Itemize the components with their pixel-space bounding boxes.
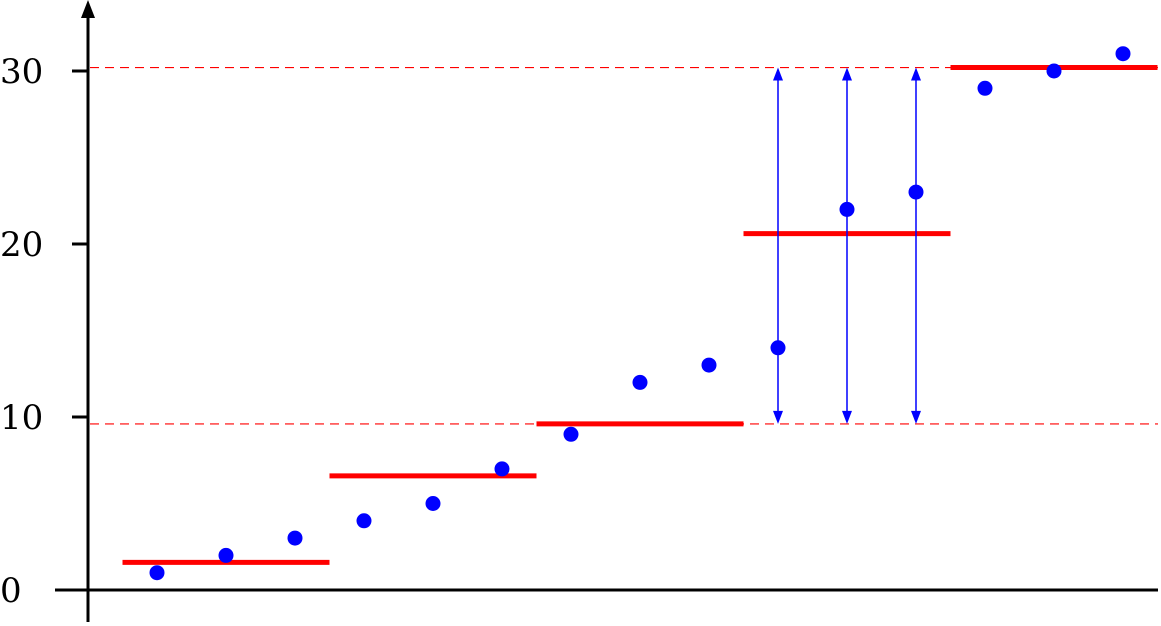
mean-segments (122, 65, 1158, 565)
data-point (494, 461, 510, 477)
data-point (563, 426, 579, 442)
y-tick-label: 10 (0, 398, 43, 438)
reference-lines (90, 66, 1158, 425)
y-tick-label: 20 (0, 225, 43, 265)
double-arrow-icon (773, 67, 783, 424)
data-points (149, 46, 1131, 581)
double-arrow-icon (842, 67, 852, 424)
y-ticks: 0 10 20 30 (0, 52, 88, 611)
axes (55, 0, 1158, 622)
data-point (425, 496, 441, 511)
data-point (1115, 46, 1131, 62)
double-arrow-icon (911, 67, 921, 424)
data-point (632, 374, 648, 390)
data-point (1046, 63, 1062, 79)
data-point (701, 357, 717, 373)
data-point (770, 340, 786, 356)
y-axis-arrow-icon (81, 0, 95, 18)
range-arrows (773, 67, 921, 424)
data-point (977, 80, 993, 96)
data-point (149, 565, 165, 581)
data-point (218, 547, 234, 563)
data-point (839, 201, 855, 217)
y-tick-label: 30 (0, 52, 43, 92)
data-point (287, 530, 303, 546)
data-point (908, 184, 924, 200)
data-point (356, 513, 372, 529)
y-tick-label: 0 (0, 571, 22, 611)
